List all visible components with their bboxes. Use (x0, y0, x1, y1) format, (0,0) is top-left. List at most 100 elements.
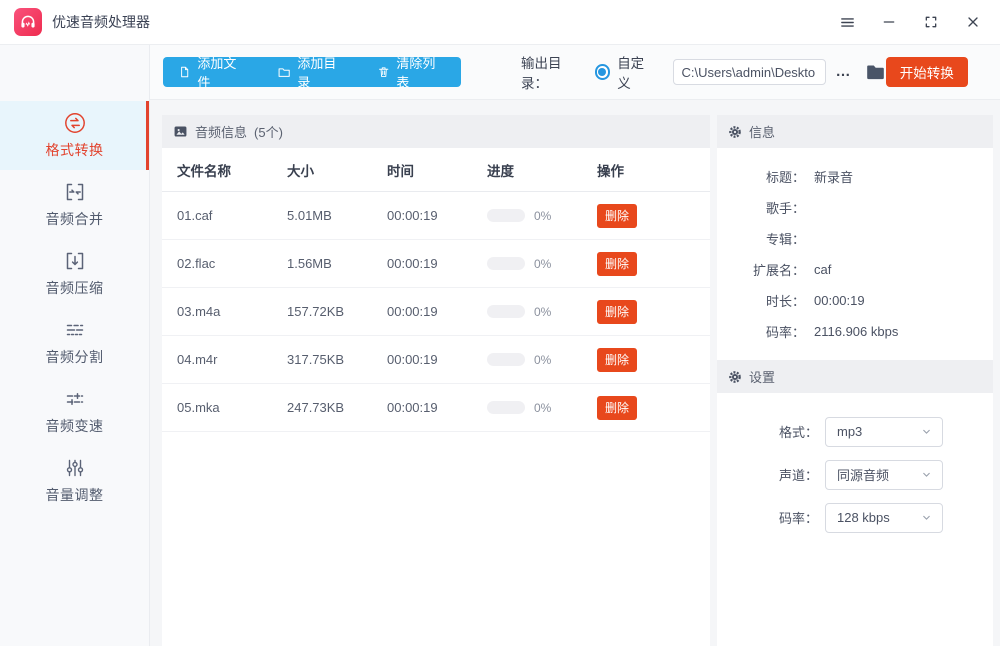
app-logo (14, 8, 42, 36)
file-actions-group: 添加文件 添加目录 清除列表 (163, 56, 462, 90)
open-folder-button[interactable] (865, 62, 886, 83)
cell-duration: 00:00:19 (387, 304, 438, 319)
gear-icon (729, 370, 741, 383)
custom-radio[interactable] (594, 64, 611, 80)
close-icon[interactable] (964, 13, 982, 31)
progress-percent: 0% (534, 400, 552, 415)
field-label: 声道： (778, 468, 818, 483)
headphones-icon (21, 15, 35, 28)
progress-percent: 0% (534, 352, 552, 367)
setting-row-bitrate: 码率： 128 kbps (717, 496, 993, 539)
start-convert-button[interactable]: 开始转换 (885, 57, 968, 87)
sidebar-item-label: 音频压缩 (45, 280, 104, 296)
add-file-button[interactable]: 添加文件 (163, 56, 262, 90)
cell-progress: 0% (487, 209, 597, 223)
gear-icon (729, 125, 741, 138)
sidebar-item-volume-adjust[interactable]: 音量调整 (0, 446, 149, 515)
sidebar-item-audio-split[interactable]: 音频分割 (0, 308, 149, 377)
titlebar: 优速音频处理器 (0, 0, 1000, 45)
sidebar-item-label: 格式转换 (45, 142, 104, 158)
field-value: 00:00:19 (814, 293, 865, 308)
field-value: 2116.906 kbps (814, 324, 899, 339)
convert-icon (64, 113, 85, 133)
window-controls (838, 13, 982, 31)
radio-dot (598, 68, 607, 76)
select-value: 同源音频 (837, 468, 890, 483)
setting-row-channel: 声道： 同源音频 (717, 453, 993, 496)
cell-duration: 00:00:19 (387, 208, 438, 223)
format-select[interactable]: mp3 (825, 416, 943, 447)
field-label: 格式： (778, 425, 818, 440)
chevron-down-icon (923, 515, 930, 520)
cell-action: 删除 (597, 251, 710, 276)
select-value: 128 kbps (837, 510, 890, 525)
cell-progress: 0% (487, 353, 597, 367)
sidebar-item-format-convert[interactable]: 格式转换 (0, 101, 149, 170)
info-row-artist: 歌手： (717, 192, 993, 223)
field-label: 时长： (765, 294, 805, 309)
cell-progress: 0% (487, 401, 597, 415)
sidebar: 格式转换 音频合并 音频压缩 音频分割 (0, 45, 150, 646)
progress-percent: 0% (534, 208, 552, 223)
info-row-album: 专辑： (717, 223, 993, 254)
audio-info-header: 音频信息 (5个) (162, 115, 710, 148)
settings-fields: 格式： mp3 声道： 同源音频 (717, 393, 993, 539)
compress-icon (66, 252, 83, 270)
maximize-icon[interactable] (922, 13, 940, 31)
delete-button[interactable]: 删除 (597, 347, 637, 372)
custom-radio-label: 自定义 (617, 56, 645, 91)
select-value: mp3 (837, 424, 863, 439)
app-title: 优速音频处理器 (52, 14, 150, 30)
chevron-down-icon (923, 429, 930, 434)
output-path-input[interactable] (672, 59, 826, 85)
info-row-extension: 扩展名： caf (717, 254, 993, 285)
cell-action: 删除 (597, 395, 710, 420)
sidebar-item-audio-merge[interactable]: 音频合并 (0, 170, 149, 239)
folder-outline-icon (278, 67, 290, 77)
bitrate-select[interactable]: 128 kbps (825, 502, 943, 533)
settings-section-header: 设置 (717, 360, 993, 393)
panel-count: (5个) (254, 125, 283, 140)
field-value: caf (814, 262, 832, 277)
sidebar-item-label: 音频分割 (45, 349, 104, 365)
channel-select[interactable]: 同源音频 (825, 459, 943, 490)
picture-icon (174, 126, 187, 137)
progress-bar (487, 209, 525, 222)
split-icon (66, 324, 83, 336)
minimize-icon[interactable] (880, 13, 898, 31)
toolbar: 添加文件 添加目录 清除列表 输出目录： 自定义 … (150, 45, 1000, 100)
progress-bar (487, 353, 525, 366)
trash-icon (379, 67, 389, 77)
cell-file-name: 01.caf (177, 208, 213, 223)
clear-list-label: 清除列表 (396, 56, 436, 90)
cell-file-name: 05.mka (177, 400, 220, 415)
cell-file-name: 04.m4r (177, 352, 218, 367)
cell-duration: 00:00:19 (387, 400, 438, 415)
field-label: 扩展名： (752, 263, 805, 278)
delete-button[interactable]: 删除 (597, 251, 637, 276)
cell-file-size: 5.01MB (287, 208, 332, 223)
sidebar-item-label: 音频变速 (45, 418, 104, 434)
clear-list-button[interactable]: 清除列表 (362, 56, 461, 90)
table-header-row: 文件名称 大小 时间 进度 操作 (162, 148, 710, 192)
col-header-progress: 进度 (487, 163, 514, 179)
delete-button[interactable]: 删除 (597, 299, 637, 324)
sidebar-item-audio-compress[interactable]: 音频压缩 (0, 239, 149, 308)
add-directory-button[interactable]: 添加目录 (262, 56, 362, 90)
sidebar-item-label: 音频合并 (45, 211, 104, 227)
delete-button[interactable]: 删除 (597, 395, 637, 420)
sidebar-item-audio-speed[interactable]: 音频变速 (0, 377, 149, 446)
menu-icon[interactable] (838, 13, 856, 31)
browse-more-button[interactable]: … (835, 63, 852, 80)
cell-file-name: 03.m4a (177, 304, 221, 319)
cell-progress: 0% (487, 305, 597, 319)
field-label: 歌手： (765, 201, 805, 216)
info-row-bitrate: 码率： 2116.906 kbps (717, 316, 993, 347)
table-row: 03.m4a 157.72KB 00:00:19 0% 删除 (162, 288, 710, 336)
delete-button[interactable]: 删除 (597, 203, 637, 228)
table-row: 04.m4r 317.75KB 00:00:19 0% 删除 (162, 336, 710, 384)
cell-file-size: 317.75KB (287, 352, 345, 367)
cell-file-size: 1.56MB (287, 256, 332, 271)
info-section-title: 信息 (749, 125, 776, 140)
